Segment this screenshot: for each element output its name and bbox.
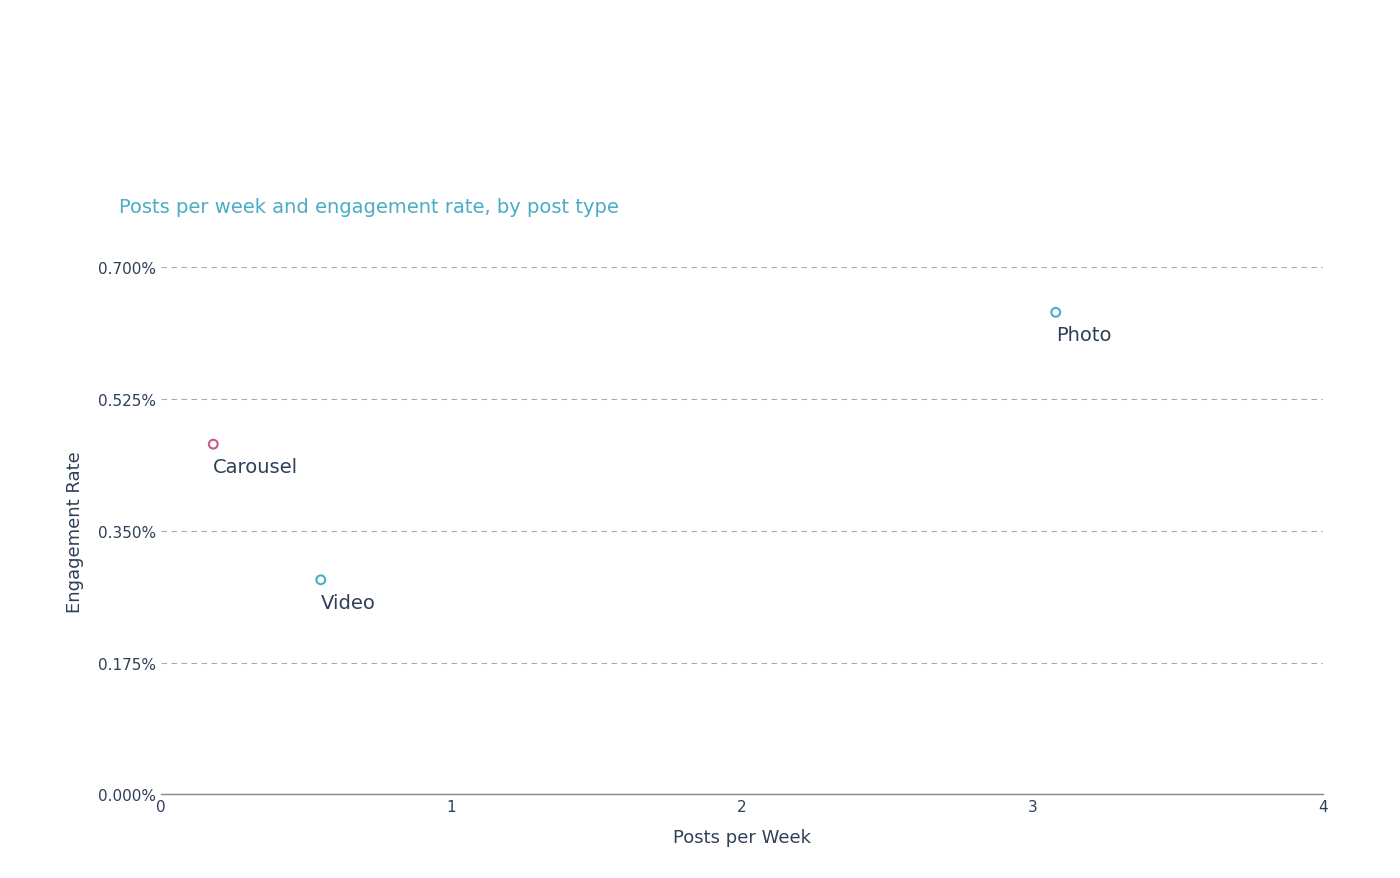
Point [202,437,224,451]
Text: Carousel: Carousel [213,457,298,477]
X-axis label: Posts per Week: Posts per Week [673,828,811,846]
Point [1044,306,1067,320]
Text: Video: Video [321,594,375,612]
Y-axis label: Engagement Rate: Engagement Rate [66,450,84,612]
Text: FOOD & BEVERAGES:: FOOD & BEVERAGES: [77,33,522,76]
Text: Posts per week and engagement rate, by post type: Posts per week and engagement rate, by p… [119,198,619,217]
Text: INSTAGRAM ENGAGEMENT: INSTAGRAM ENGAGEMENT [77,97,629,139]
Text: Photo: Photo [1056,326,1112,345]
Point [309,573,332,587]
